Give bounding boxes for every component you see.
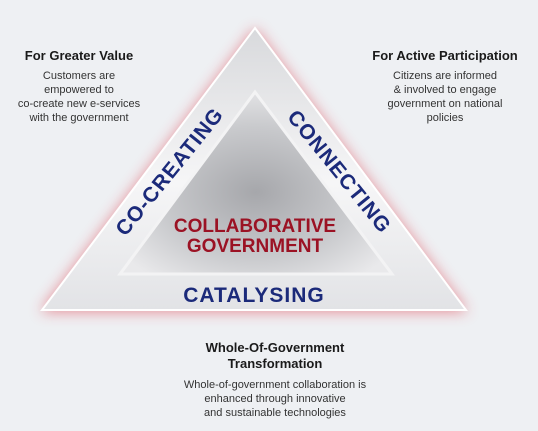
panel-title: For Greater Value xyxy=(24,48,134,63)
panel-title: Whole-Of-Government Transformation xyxy=(205,340,345,371)
panel-title: For Active Participation xyxy=(372,48,518,63)
center-label-line1: COLLABORATIVE xyxy=(174,216,336,237)
panel-greater-value: For Greater Value Customers are empowere… xyxy=(0,48,158,125)
panel-active-participation: For Active Participation Citizens are in… xyxy=(352,48,538,125)
panel-whole-of-government: Whole-Of-Government Transformation Whole… xyxy=(150,340,400,420)
panel-body: Customers are empowered to co-create new… xyxy=(17,70,141,124)
panel-body: Whole-of-government collaboration is enh… xyxy=(183,379,367,419)
center-label-line2: GOVERNMENT xyxy=(187,236,324,257)
side-label-catalysing: CATALYSING xyxy=(183,284,324,307)
panel-body: Citizens are informed & involved to enga… xyxy=(387,70,503,124)
inner-triangle xyxy=(117,89,396,276)
